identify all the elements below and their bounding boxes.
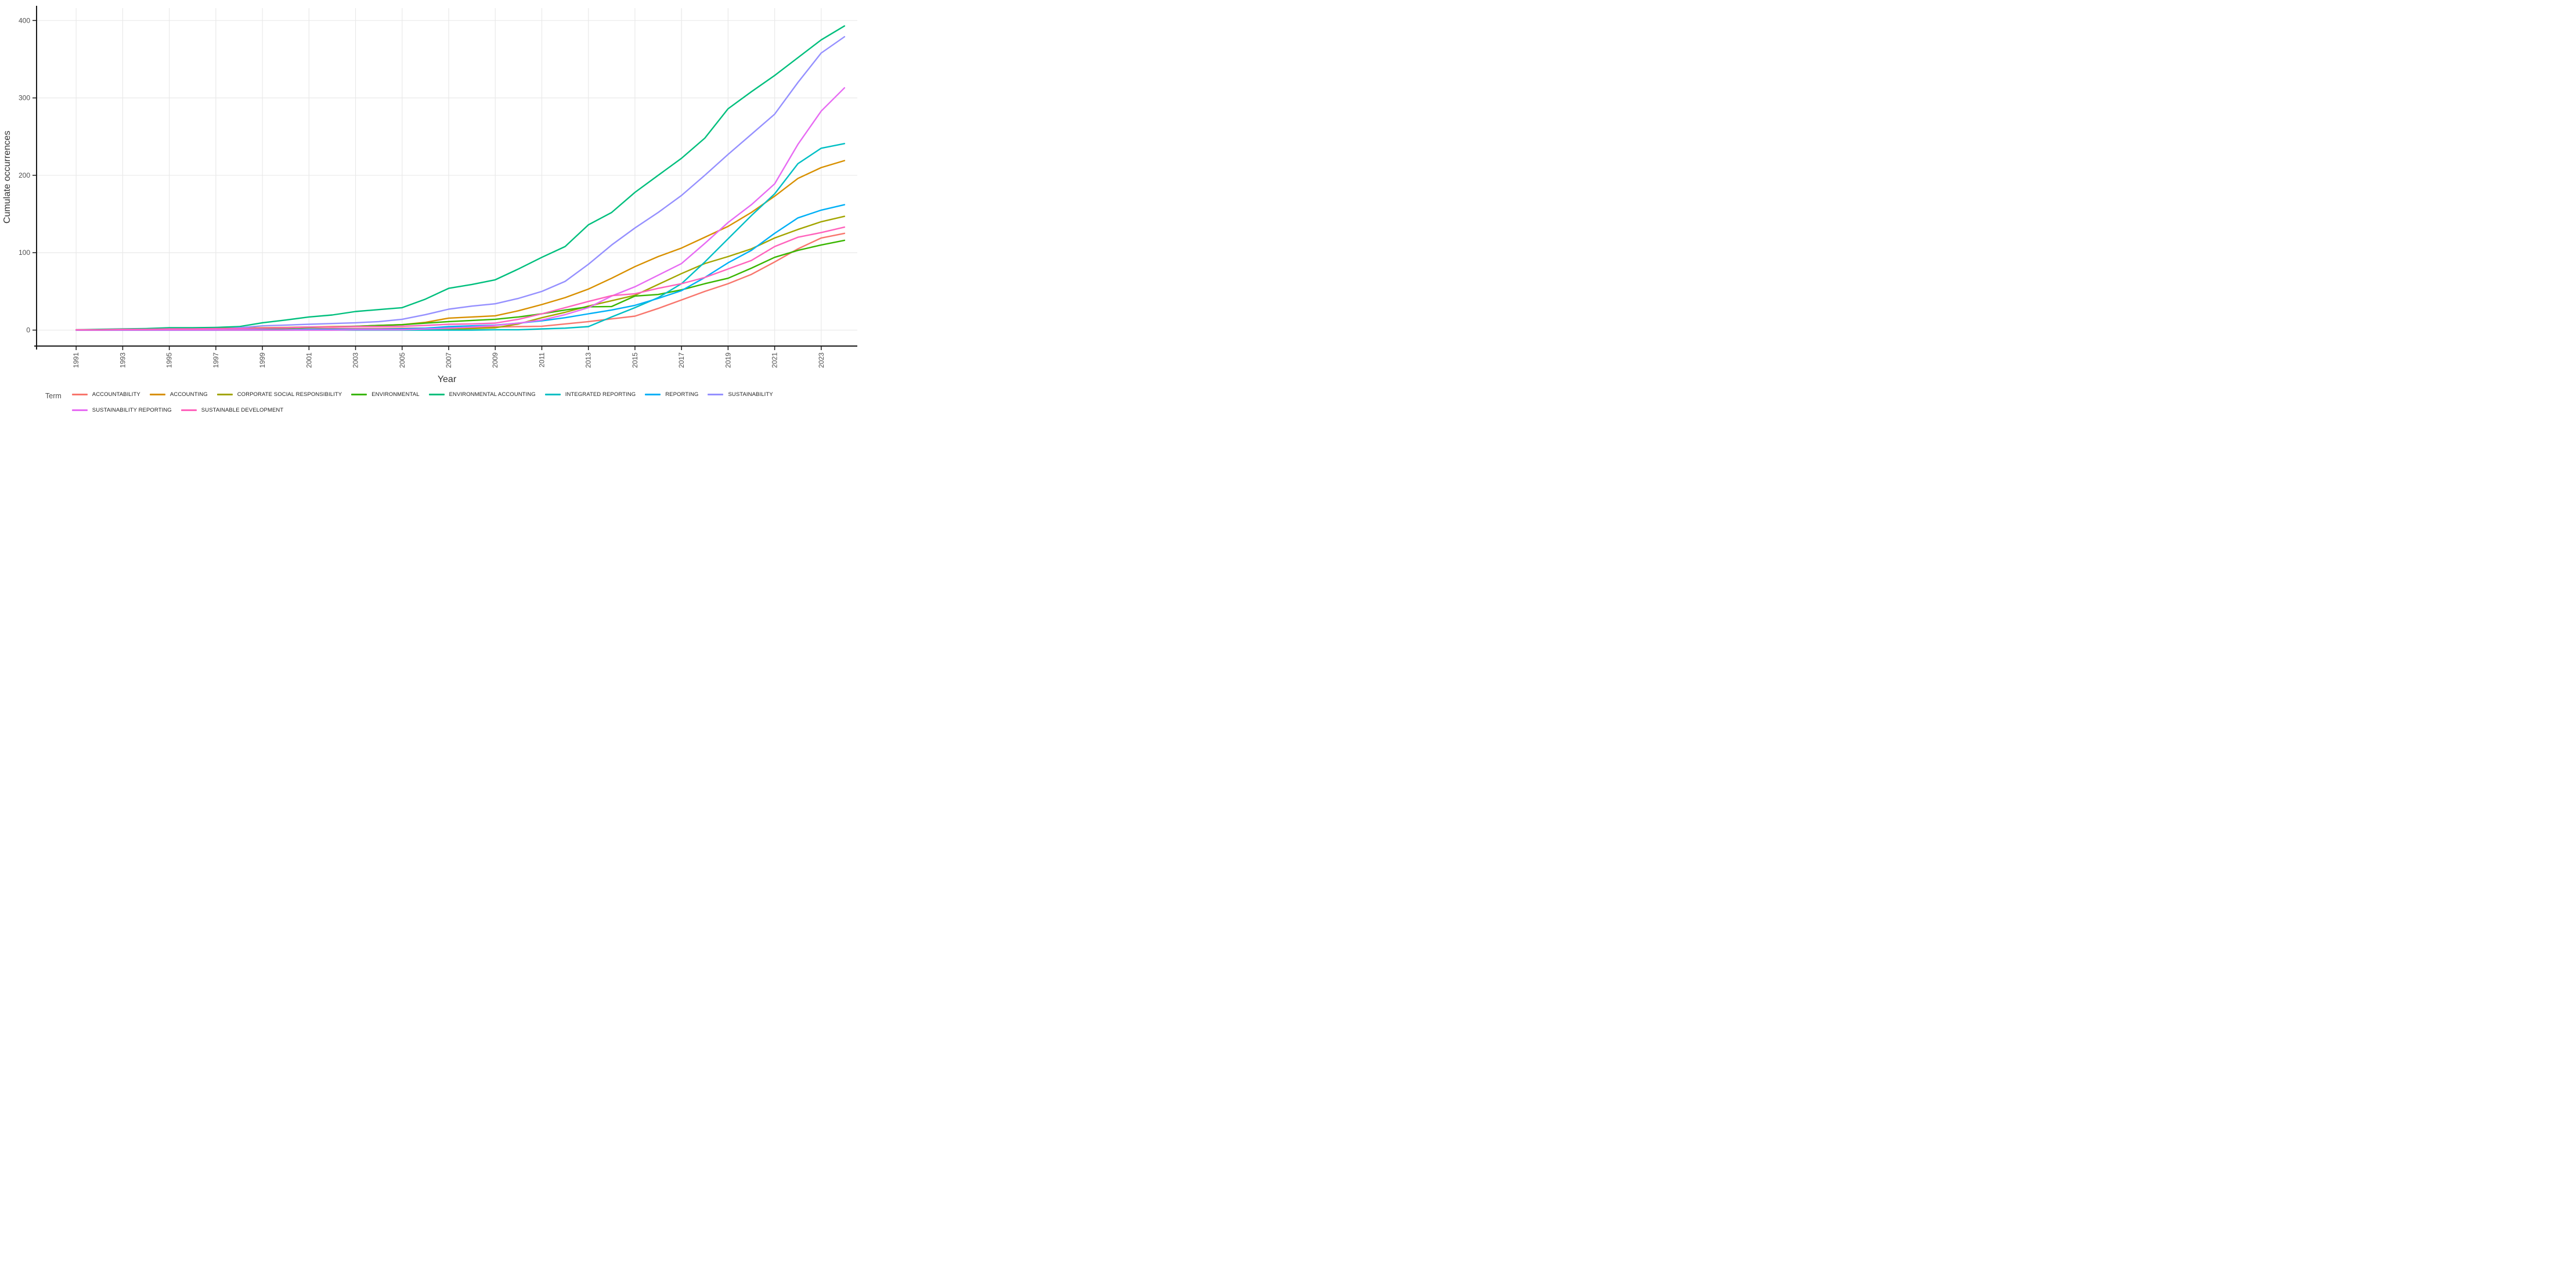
- x-tick-label: 2013: [585, 352, 593, 368]
- legend: Term ACCOUNTABILITY ACCOUNTING CORPORATE S…: [45, 391, 858, 413]
- series-line-reporting: [75, 204, 846, 331]
- legend-item: REPORTING: [645, 391, 698, 398]
- legend-item: ENVIRONMENTAL ACCOUNTING: [428, 391, 536, 398]
- series-line-integrated-reporting: [75, 143, 846, 331]
- legend-swatch: [71, 393, 88, 396]
- legend-item-label: ENVIRONMENTAL: [371, 391, 420, 398]
- x-tick-label: 2001: [305, 352, 313, 368]
- legend-item-label: INTEGRATED REPORTING: [565, 391, 636, 398]
- legend-item-label: ENVIRONMENTAL ACCOUNTING: [449, 391, 536, 398]
- legend-swatch: [217, 393, 233, 396]
- series-line-environmental-accounting: [75, 25, 846, 331]
- x-tick-label: 2023: [817, 352, 825, 368]
- x-tick-label: 2019: [724, 352, 732, 368]
- series-line-accountability: [75, 232, 846, 331]
- legend-swatch: [428, 393, 445, 396]
- x-tick-label: 1993: [118, 352, 127, 368]
- axes: 0 100 200 300 400 1991 1993 1995 1997 1999 2001 200…: [19, 6, 857, 368]
- x-axis-title: Year: [438, 374, 457, 384]
- legend-swatch: [149, 393, 165, 396]
- legend-swatch: [181, 409, 197, 412]
- x-tick-label: 2015: [631, 352, 639, 368]
- legend-item: ACCOUNTING: [149, 391, 208, 398]
- legend-item: SUSTAINABILITY: [708, 391, 773, 398]
- gridlines: [37, 8, 857, 346]
- legend-item-label: ACCOUNTING: [169, 391, 208, 398]
- x-tick-label: 2017: [677, 352, 686, 368]
- series-line-sustainability-reporting: [75, 87, 846, 331]
- legend-item-label: SUSTAINABILITY REPORTING: [92, 407, 172, 413]
- legend-swatch: [708, 393, 724, 396]
- plot-area: 0 100 200 300 400 1991 1993 1995 1997 1999 2001 200…: [2, 6, 857, 384]
- y-tick-label: 100: [19, 249, 30, 257]
- legend-title: Term: [45, 392, 62, 400]
- y-tick-label: 400: [19, 16, 30, 24]
- series-lines: [75, 25, 846, 331]
- legend-swatch: [544, 393, 561, 396]
- legend-item-label: SUSTAINABLE DEVELOPMENT: [201, 407, 284, 413]
- y-tick-label: 200: [19, 171, 30, 179]
- y-tick-label: 0: [26, 326, 30, 334]
- legend-swatch: [351, 393, 367, 396]
- legend-item-label: SUSTAINABILITY: [728, 391, 773, 398]
- x-tick-label: 2007: [445, 352, 453, 368]
- series-line-environmental: [75, 239, 846, 331]
- x-tick-label: 2011: [537, 352, 546, 368]
- series-line-corporate-social-responsibility: [75, 215, 846, 331]
- legend-items: ACCOUNTABILITY ACCOUNTING CORPORATE SOCIAL…: [71, 391, 847, 413]
- y-axis-title: Cumulate occurrences: [2, 131, 12, 224]
- series-line-sustainable-development: [75, 226, 846, 331]
- legend-item: ACCOUNTABILITY: [71, 391, 140, 398]
- line-chart-figure: 0 100 200 300 400 1991 1993 1995 1997 1999 2001 200…: [0, 0, 858, 413]
- legend-swatch: [645, 393, 661, 396]
- legend-swatch: [71, 409, 88, 412]
- x-tick-label: 2009: [491, 352, 499, 368]
- legend-item: CORPORATE SOCIAL RESPONSIBILITY: [217, 391, 342, 398]
- legend-item-label: REPORTING: [665, 391, 699, 398]
- series-line-accounting: [75, 160, 846, 331]
- legend-item-label: ACCOUNTABILITY: [92, 391, 140, 398]
- x-tick-label: 1995: [165, 352, 174, 368]
- x-tick-label: 1999: [258, 352, 266, 368]
- x-tick-label: 2005: [398, 352, 406, 368]
- x-tick-label: 1997: [212, 352, 220, 368]
- x-tick-label: 2021: [771, 352, 779, 368]
- legend-item: ENVIRONMENTAL: [351, 391, 420, 398]
- x-tick-label: 2003: [352, 352, 360, 368]
- y-tick-label: 300: [19, 94, 30, 102]
- x-tick-label: 1991: [72, 352, 80, 368]
- legend-item: INTEGRATED REPORTING: [544, 391, 636, 398]
- legend-item: SUSTAINABILITY REPORTING: [71, 407, 172, 413]
- legend-item-label: CORPORATE SOCIAL RESPONSIBILITY: [237, 391, 342, 398]
- legend-item: SUSTAINABLE DEVELOPMENT: [181, 407, 284, 413]
